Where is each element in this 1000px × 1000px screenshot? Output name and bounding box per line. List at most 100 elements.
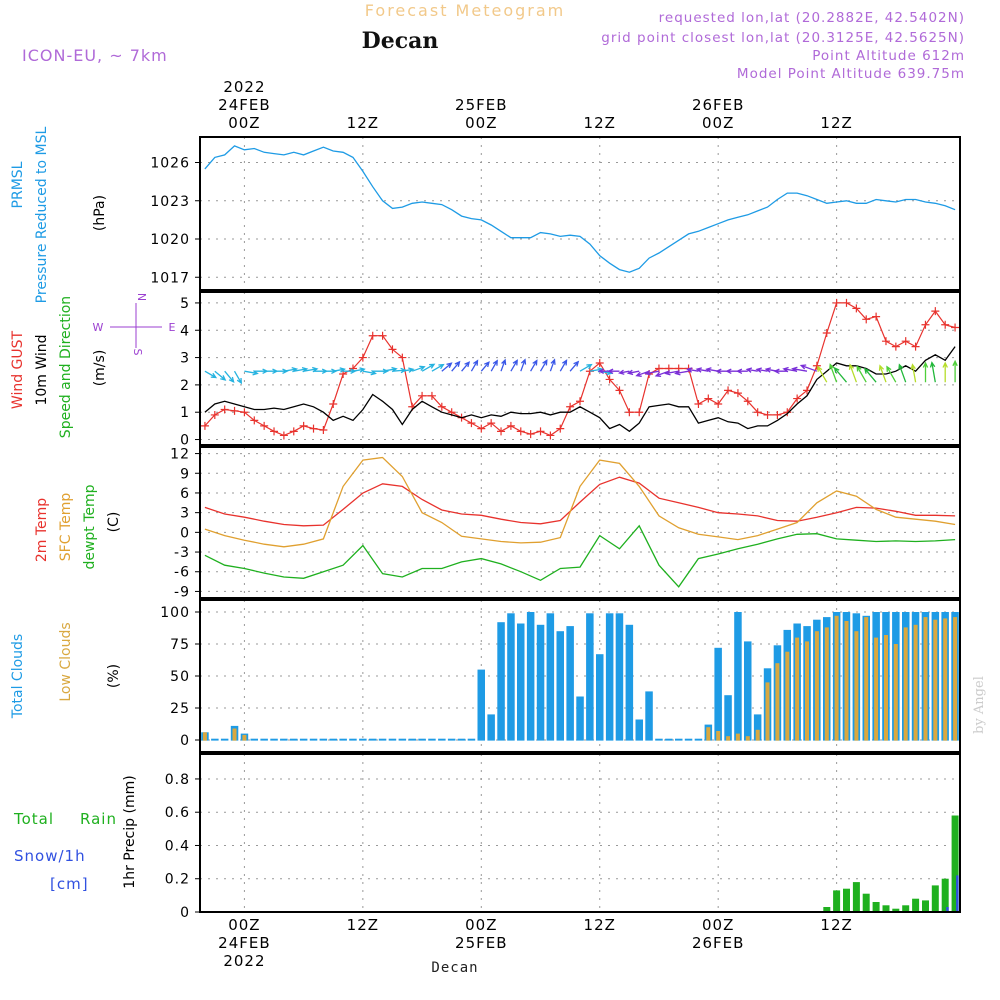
gust-marker xyxy=(921,320,930,329)
total-cloud-bar xyxy=(744,641,752,741)
low-cloud-bar xyxy=(834,615,839,741)
snow-bar xyxy=(946,907,949,912)
cloud-label-unit: (%) xyxy=(106,664,122,688)
low-cloud-bar xyxy=(864,617,869,741)
precip-tick-label: 0.6 xyxy=(165,805,190,821)
location-name: Decan xyxy=(362,28,439,54)
total-cloud-bar xyxy=(280,738,288,741)
total-cloud-bar xyxy=(329,738,337,741)
precip-labels: Total Rain Snow/1h [cm] 1hr Precip (mm) xyxy=(13,775,138,893)
wind-vector xyxy=(421,363,436,372)
wind-vector xyxy=(607,368,620,374)
low-cloud-bar xyxy=(202,732,207,741)
pressure-line xyxy=(204,145,956,273)
rain-bar xyxy=(892,908,900,912)
wind-vector xyxy=(333,367,346,373)
temp-tick-label: 12 xyxy=(170,447,190,463)
low-cloud-bar xyxy=(903,627,908,741)
gridpoint-coords: grid point closest lon,lat (20.3125E, 42… xyxy=(601,30,965,46)
temp-label-dewpt: dewpt Temp xyxy=(82,484,98,569)
temp-labels: 2m Temp SFC Temp dewpt Temp (C) xyxy=(34,484,122,569)
wind-vector xyxy=(942,361,948,383)
wind-vector xyxy=(441,362,453,372)
low-cloud-bar xyxy=(953,617,958,741)
low-cloud-bar xyxy=(232,728,237,741)
gust-marker xyxy=(358,353,367,362)
total-cloud-bar xyxy=(408,738,416,741)
total-cloud-bar xyxy=(378,738,387,741)
gust-marker xyxy=(724,386,733,395)
total-cloud-bar xyxy=(714,647,722,741)
wind-vector xyxy=(674,370,689,376)
gust-marker xyxy=(477,424,486,433)
low-cloud-bar xyxy=(765,682,770,741)
clouds-tick-label: 100 xyxy=(160,605,190,621)
wind-vector xyxy=(224,370,235,384)
temp-label-2m: 2m Temp xyxy=(34,498,50,562)
gust-marker xyxy=(931,307,940,316)
rain-bar xyxy=(931,885,939,912)
low-cloud-bar xyxy=(242,734,247,741)
low-cloud-bar xyxy=(785,651,790,741)
gust-marker xyxy=(733,389,742,398)
total-cloud-bar xyxy=(319,738,328,741)
temp-tick-label: 9 xyxy=(180,466,190,482)
total-cloud-bar xyxy=(299,738,308,741)
low-cloud-bar xyxy=(755,729,760,741)
temp-tick-label: -6 xyxy=(174,565,190,581)
gust-marker xyxy=(200,421,209,430)
low-cloud-bar xyxy=(745,736,750,741)
wind-vector xyxy=(204,370,218,379)
bottom-time-label: 12Z xyxy=(584,916,616,934)
gust-marker xyxy=(299,421,308,430)
total-cloud-bar xyxy=(388,738,397,741)
total-cloud-bar xyxy=(586,613,594,741)
gust-marker xyxy=(595,359,604,368)
top-time-label: 12Z xyxy=(347,114,379,132)
wind-vector xyxy=(848,363,858,383)
pressure-label-msl: Pressure Reduced to MSL xyxy=(34,126,50,303)
gust-marker xyxy=(743,397,752,406)
gust-marker xyxy=(220,405,229,414)
gust-marker xyxy=(467,419,476,428)
gust-marker xyxy=(832,298,841,307)
gust-marker xyxy=(842,298,851,307)
low-cloud-bar xyxy=(735,733,740,741)
precip-label-unit-cm: [cm] xyxy=(50,875,89,893)
gust-marker xyxy=(516,427,525,436)
total-cloud-bar xyxy=(447,738,456,741)
gust-marker xyxy=(260,421,269,430)
gust-marker xyxy=(615,386,624,395)
wind-vector xyxy=(929,361,936,383)
low-cloud-bar xyxy=(814,631,819,741)
wind-labels: Wind GUST 10m Wind Speed and Direction (… xyxy=(10,293,176,438)
gust-marker xyxy=(625,408,634,417)
precip-tick-label: 0.4 xyxy=(165,838,190,854)
compass-n: N xyxy=(135,293,148,301)
total-cloud-bar xyxy=(625,624,634,741)
bottom-time-label: 12Z xyxy=(347,916,379,934)
precip-frame xyxy=(199,753,961,913)
compass-e: E xyxy=(169,321,176,334)
rain-bar xyxy=(951,815,959,912)
wind-vector xyxy=(480,361,490,372)
wind-speed-line xyxy=(204,346,956,433)
clouds-frame xyxy=(199,599,961,753)
wind-vector xyxy=(644,370,660,376)
wind-vector xyxy=(520,358,527,372)
wind-vector xyxy=(490,359,498,372)
top-time-label: 00Z xyxy=(702,114,734,132)
total-cloud-bar xyxy=(497,622,505,741)
low-cloud-bar xyxy=(884,635,888,741)
total-cloud-bar xyxy=(566,626,574,741)
total-cloud-bar xyxy=(349,738,357,741)
gust-marker xyxy=(497,427,506,436)
precip-label-snow: Snow/1h xyxy=(14,847,86,865)
top-time-label: 2022 xyxy=(223,78,265,96)
temp-frame xyxy=(199,446,961,599)
wind-vector xyxy=(829,363,838,383)
precip-label-rain: Rain xyxy=(80,810,117,828)
total-cloud-bar xyxy=(694,738,703,741)
total-cloud-bar xyxy=(290,738,298,741)
rain-bar xyxy=(833,890,841,912)
